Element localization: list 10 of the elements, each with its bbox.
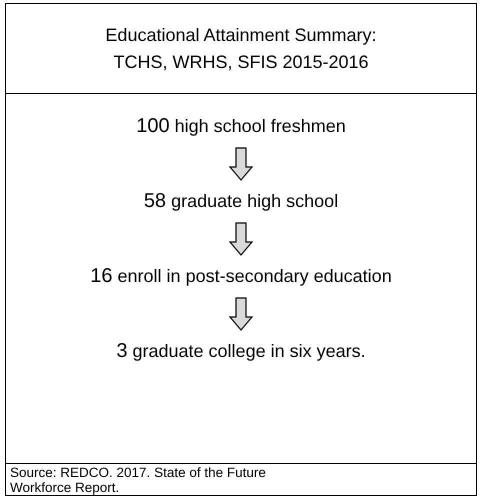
data-label: 100	[136, 115, 170, 137]
data-label: 16	[90, 265, 113, 287]
data-label: 58	[144, 190, 166, 212]
category-label: graduate high school	[170, 191, 338, 211]
data-label: 3	[116, 340, 128, 362]
category-label: high school freshmen	[174, 116, 346, 136]
text: Educational Attainment Summary: TCHS, WRHS, SFIS 2015-2016	[104, 24, 378, 74]
category-label: graduate college in six years.	[131, 341, 366, 361]
source-note: Source: REDCO. 2017. State of the Future Workforce Report.	[10, 465, 267, 495]
category-label: enroll in post-secondary education	[116, 266, 392, 286]
